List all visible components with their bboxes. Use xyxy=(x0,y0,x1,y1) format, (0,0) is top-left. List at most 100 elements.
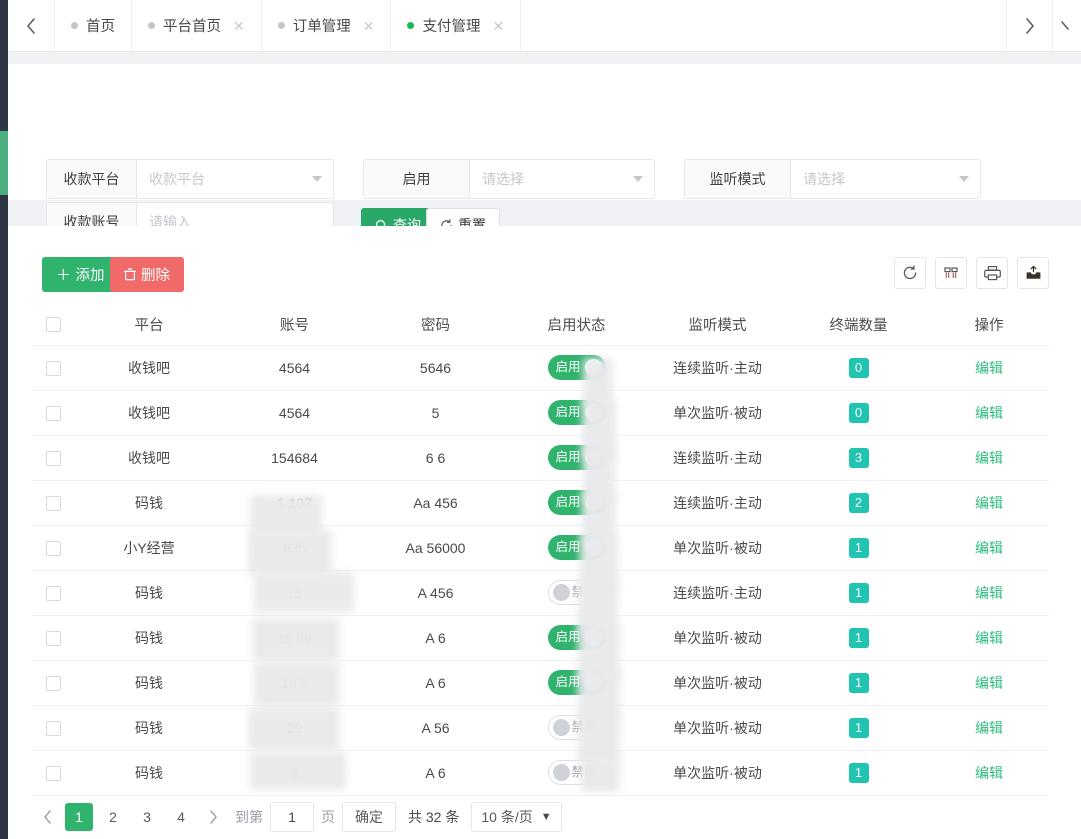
tab-close-icon[interactable]: ✕ xyxy=(492,17,505,34)
caret-down-icon xyxy=(959,176,969,182)
print-button[interactable] xyxy=(976,257,1008,289)
filter-listen-mode[interactable]: 监听模式 请选择 xyxy=(684,159,981,199)
tab-item-1[interactable]: 平台首页 ✕ xyxy=(132,0,262,51)
row-select-cell xyxy=(32,345,74,391)
trash-icon xyxy=(124,268,136,281)
row-checkbox[interactable] xyxy=(45,720,61,736)
row-checkbox[interactable] xyxy=(45,540,61,556)
terminal-count-badge: 2 xyxy=(848,492,869,513)
filter-platform-select[interactable]: 收款平台 xyxy=(137,160,333,198)
status-toggle[interactable]: 禁用 xyxy=(547,760,606,785)
status-toggle[interactable]: 启用 xyxy=(547,625,606,650)
cell-listen-mode: 单次监听·被动 xyxy=(647,525,788,571)
cell-listen-mode: 单次监听·被动 xyxy=(647,705,788,751)
filter-enable-value: 请选择 xyxy=(482,171,524,187)
cell-password: A 6 xyxy=(365,660,506,706)
export-button[interactable] xyxy=(1017,257,1049,289)
row-select-cell xyxy=(32,480,74,526)
pagination-page-3[interactable]: 3 xyxy=(143,809,151,825)
tab-close-icon[interactable]: ✕ xyxy=(233,17,245,34)
row-checkbox[interactable] xyxy=(45,495,61,511)
tab-label: 平台首页 xyxy=(163,19,221,35)
status-toggle-label: 禁用 xyxy=(571,720,597,735)
refresh-button[interactable] xyxy=(894,257,926,289)
tab-dropdown-button[interactable] xyxy=(1053,0,1081,51)
status-toggle[interactable]: 启用 xyxy=(547,355,606,380)
toggle-knob xyxy=(584,448,602,466)
tab-status-dot xyxy=(148,22,155,29)
cell-platform: 码钱 xyxy=(74,480,224,526)
status-toggle[interactable]: 启用 xyxy=(547,490,606,515)
pagination-page-4[interactable]: 4 xyxy=(177,809,185,825)
toggle-knob xyxy=(552,719,570,736)
columns-button[interactable] xyxy=(935,257,967,289)
edit-link[interactable]: 编辑 xyxy=(975,584,1003,601)
filter-enable[interactable]: 启用 请选择 xyxy=(363,159,655,199)
edit-link[interactable]: 编辑 xyxy=(975,539,1003,556)
row-checkbox[interactable] xyxy=(45,765,61,781)
select-all-checkbox[interactable] xyxy=(45,317,61,333)
cell-password: A 6 xyxy=(365,750,506,796)
pagination-next-button[interactable] xyxy=(198,802,228,832)
toggle-knob xyxy=(584,538,602,556)
terminal-count-badge: 0 xyxy=(848,357,869,378)
cell-platform: 收钱吧 xyxy=(74,345,224,391)
row-checkbox[interactable] xyxy=(45,630,61,646)
pagination-goto-input[interactable]: 1 xyxy=(270,802,314,832)
status-toggle[interactable]: 启用 xyxy=(547,535,606,560)
tab-item-2[interactable]: 订单管理 ✕ xyxy=(262,0,392,51)
row-checkbox[interactable] xyxy=(45,360,61,376)
row-checkbox[interactable] xyxy=(45,450,61,466)
tab-item-3[interactable]: 支付管理 ✕ xyxy=(391,0,522,51)
tab-item-0[interactable]: 首页 xyxy=(55,0,132,51)
status-toggle[interactable]: 禁用 xyxy=(547,715,606,740)
status-toggle[interactable]: 启用 xyxy=(547,670,606,695)
pagination-page-size-select[interactable]: 10 条/页 ▼ xyxy=(471,802,562,832)
edit-link[interactable]: 编辑 xyxy=(975,359,1003,376)
table-row: 码钱 15 A 456 禁用 连续监听·主动 1 编辑 xyxy=(32,570,1049,616)
edit-link[interactable]: 编辑 xyxy=(975,764,1003,781)
cell-terminals: 3 xyxy=(788,435,929,481)
status-toggle[interactable]: 启用 xyxy=(547,445,606,470)
filter-enable-select[interactable]: 请选择 xyxy=(470,160,654,198)
row-checkbox[interactable] xyxy=(45,405,61,421)
edit-link[interactable]: 编辑 xyxy=(975,719,1003,736)
status-toggle[interactable]: 禁用 xyxy=(547,580,606,605)
filter-platform[interactable]: 收款平台 收款平台 xyxy=(46,159,334,199)
table-row: 码钱 1 107 Aa 456 启用 连续监听·主动 2 编辑 xyxy=(32,480,1049,526)
pagination-page-2[interactable]: 2 xyxy=(109,809,117,825)
status-toggle-label: 启用 xyxy=(555,540,581,555)
edit-link[interactable]: 编辑 xyxy=(975,494,1003,511)
tab-list: 首页 平台首页 ✕ 订单管理 ✕ 支付管理 ✕ xyxy=(55,0,1006,51)
edit-link[interactable]: 编辑 xyxy=(975,449,1003,466)
row-checkbox[interactable] xyxy=(45,675,61,691)
cell-platform: 收钱吧 xyxy=(74,390,224,436)
edit-link[interactable]: 编辑 xyxy=(975,629,1003,646)
cell-status: 启用 xyxy=(506,525,647,571)
cell-account: 4564 xyxy=(224,390,365,436)
pagination-confirm-button[interactable]: 确定 xyxy=(342,802,396,832)
status-toggle[interactable]: 启用 xyxy=(547,400,606,425)
add-button[interactable]: ＋ 添加 xyxy=(42,257,119,292)
terminal-count-badge: 1 xyxy=(848,537,869,558)
row-select-cell xyxy=(32,615,74,661)
column-header-account: 账号 xyxy=(224,305,365,346)
pagination-page-1[interactable]: 1 xyxy=(65,803,93,831)
filter-listen-mode-select[interactable]: 请选择 xyxy=(791,160,980,198)
cell-terminals: 1 xyxy=(788,705,929,751)
tab-close-icon[interactable]: ✕ xyxy=(362,17,375,34)
filter-platform-value: 收款平台 xyxy=(149,171,205,187)
terminal-count-badge: 0 xyxy=(848,402,869,423)
edit-link[interactable]: 编辑 xyxy=(975,674,1003,691)
delete-button[interactable]: 删除 xyxy=(110,257,184,292)
row-checkbox[interactable] xyxy=(45,585,61,601)
edit-link[interactable]: 编辑 xyxy=(975,404,1003,421)
cell-password: 5646 xyxy=(365,345,506,391)
tab-scroll-left-button[interactable] xyxy=(8,0,55,51)
status-toggle-label: 启用 xyxy=(555,450,581,465)
tab-scroll-right-button[interactable] xyxy=(1006,0,1053,51)
pagination-prev-button[interactable] xyxy=(32,802,62,832)
cell-platform: 码钱 xyxy=(74,750,224,796)
